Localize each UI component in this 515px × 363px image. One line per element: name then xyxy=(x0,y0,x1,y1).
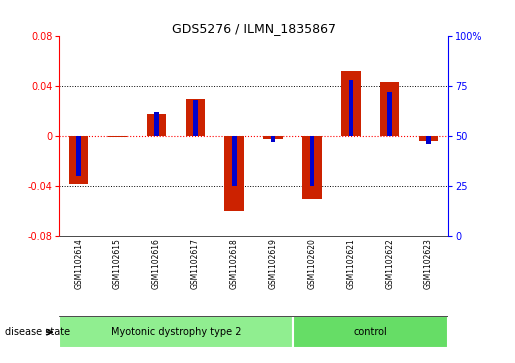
Bar xyxy=(193,100,198,136)
Bar xyxy=(154,112,159,136)
Text: GSM1102618: GSM1102618 xyxy=(230,238,238,289)
Bar xyxy=(69,136,89,184)
Text: GSM1102620: GSM1102620 xyxy=(307,238,316,289)
Bar xyxy=(293,316,448,348)
Bar xyxy=(263,136,283,139)
Text: GSM1102617: GSM1102617 xyxy=(191,238,200,289)
Bar xyxy=(59,316,293,348)
Text: control: control xyxy=(353,327,387,337)
Text: GSM1102619: GSM1102619 xyxy=(269,238,278,289)
Bar xyxy=(380,82,400,136)
Bar xyxy=(232,136,236,186)
Bar xyxy=(310,136,314,186)
Text: GSM1102622: GSM1102622 xyxy=(385,238,394,289)
Bar xyxy=(387,92,392,136)
Bar xyxy=(76,136,81,176)
Text: GSM1102614: GSM1102614 xyxy=(74,238,83,289)
Text: disease state: disease state xyxy=(5,327,70,337)
Bar xyxy=(108,136,127,137)
Text: GSM1102616: GSM1102616 xyxy=(152,238,161,289)
Text: GSM1102621: GSM1102621 xyxy=(347,238,355,289)
Text: GSM1102623: GSM1102623 xyxy=(424,238,433,289)
Bar xyxy=(271,136,276,142)
Bar xyxy=(302,136,322,199)
Bar xyxy=(185,99,205,136)
Bar xyxy=(225,136,244,211)
Bar xyxy=(341,71,360,136)
Bar xyxy=(147,114,166,136)
Title: GDS5276 / ILMN_1835867: GDS5276 / ILMN_1835867 xyxy=(171,22,336,35)
Text: GSM1102615: GSM1102615 xyxy=(113,238,122,289)
Bar xyxy=(426,136,431,144)
Text: Myotonic dystrophy type 2: Myotonic dystrophy type 2 xyxy=(111,327,241,337)
Bar xyxy=(349,80,353,136)
Bar xyxy=(419,136,438,141)
